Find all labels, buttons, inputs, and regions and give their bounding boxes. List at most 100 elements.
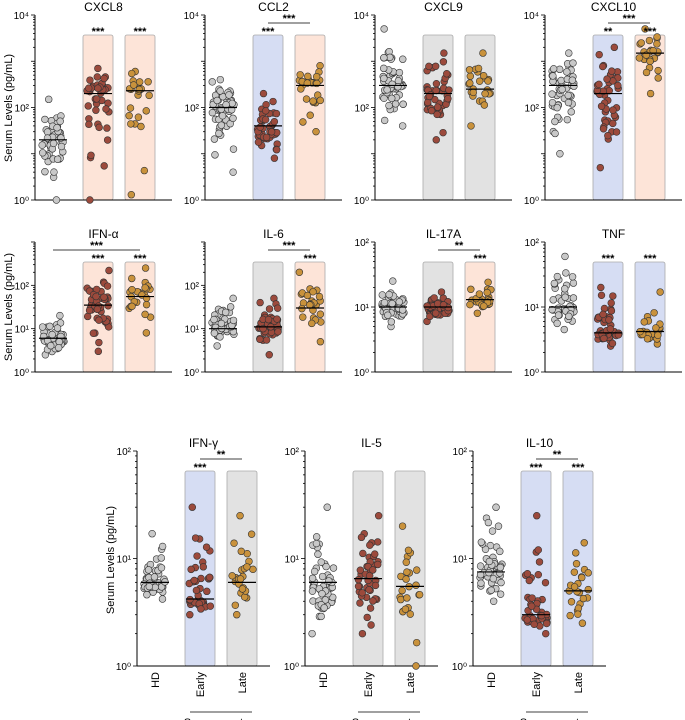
data-point-hd bbox=[384, 311, 392, 319]
tick-label: 10² bbox=[285, 447, 300, 458]
data-point-hd bbox=[567, 108, 575, 116]
data-point-early bbox=[85, 306, 94, 315]
data-point-hd bbox=[476, 562, 485, 570]
data-point-hd bbox=[387, 318, 396, 326]
data-point-early bbox=[431, 95, 439, 104]
data-point-hd bbox=[210, 315, 218, 324]
data-point-late bbox=[299, 118, 307, 126]
data-point-hd bbox=[318, 572, 327, 581]
data-point-hd bbox=[49, 139, 58, 148]
data-point-late bbox=[584, 569, 592, 577]
data-point-late bbox=[296, 71, 304, 79]
data-point-hd bbox=[308, 574, 317, 582]
data-point-late bbox=[141, 264, 150, 272]
data-point-hd bbox=[210, 135, 219, 143]
data-point-hd bbox=[43, 128, 52, 136]
data-point-early bbox=[259, 89, 268, 98]
data-point-early bbox=[605, 316, 613, 324]
data-point-late bbox=[303, 291, 312, 300]
data-point-late bbox=[467, 122, 475, 130]
data-point-hd bbox=[551, 117, 559, 126]
significance-label: *** bbox=[92, 253, 106, 265]
data-point-early bbox=[100, 74, 108, 83]
data-point-early bbox=[359, 549, 367, 558]
data-point-early bbox=[425, 62, 433, 71]
data-point-hd bbox=[485, 557, 494, 566]
tick-label: 10² bbox=[355, 238, 370, 249]
data-point-late bbox=[650, 309, 658, 317]
data-point-early bbox=[599, 125, 608, 133]
data-point-late bbox=[303, 79, 312, 87]
significance-label: *** bbox=[644, 253, 658, 265]
data-point-hd bbox=[215, 129, 223, 138]
data-point-hd bbox=[389, 277, 397, 285]
data-point-early bbox=[86, 196, 94, 204]
data-point-early bbox=[262, 133, 271, 142]
data-point-hd bbox=[46, 322, 54, 331]
data-point-late bbox=[475, 290, 484, 298]
data-point-early bbox=[354, 576, 363, 584]
tick-label: 10¹ bbox=[117, 555, 132, 566]
data-point-hd bbox=[217, 319, 226, 328]
data-point-hd bbox=[38, 149, 47, 157]
chart-title: CXCL10 bbox=[591, 0, 637, 14]
data-point-early bbox=[186, 611, 194, 619]
group-label-early: Early bbox=[195, 672, 207, 698]
chart-title: IL-6 bbox=[263, 227, 284, 241]
data-point-late bbox=[578, 573, 586, 582]
data-point-hd bbox=[323, 503, 331, 511]
data-point-late bbox=[584, 585, 592, 594]
data-point-hd bbox=[150, 573, 159, 581]
data-point-late bbox=[469, 88, 478, 97]
data-point-late bbox=[653, 40, 661, 48]
data-point-late bbox=[128, 285, 136, 294]
data-point-late bbox=[306, 301, 314, 309]
data-point-early bbox=[366, 541, 374, 549]
data-point-late bbox=[128, 302, 136, 311]
significance-label: *** bbox=[283, 13, 297, 25]
data-point-early bbox=[432, 80, 441, 88]
data-point-late bbox=[141, 310, 149, 319]
data-point-late bbox=[654, 331, 662, 339]
data-point-early bbox=[354, 582, 363, 591]
data-point-early bbox=[525, 576, 533, 585]
data-point-late bbox=[142, 294, 151, 302]
data-point-hd bbox=[213, 96, 221, 105]
data-point-hd bbox=[308, 587, 317, 595]
data-point-hd bbox=[228, 99, 236, 108]
data-point-hd bbox=[157, 564, 166, 572]
data-point-late bbox=[240, 593, 249, 601]
data-point-early bbox=[445, 86, 453, 94]
data-point-late bbox=[127, 191, 136, 199]
data-point-late bbox=[574, 610, 582, 618]
data-point-late bbox=[403, 594, 411, 602]
data-point-hd bbox=[385, 101, 393, 110]
tick-label: 10⁴ bbox=[14, 11, 29, 22]
chart-panel-cxcl8: CXCL8 10⁰ 10² 10⁴ *** *** bbox=[14, 0, 172, 207]
tick-label: 10² bbox=[185, 281, 200, 292]
chart-panel-il-6: IL-6 10⁰ 10¹ 10² *** *** bbox=[184, 227, 342, 379]
data-point-late bbox=[643, 335, 652, 343]
data-point-early bbox=[265, 305, 274, 313]
data-point-hd bbox=[549, 296, 557, 304]
data-point-hd bbox=[144, 566, 153, 574]
data-point-hd bbox=[563, 68, 571, 76]
data-point-early bbox=[272, 146, 281, 154]
data-point-hd bbox=[329, 564, 338, 572]
data-point-late bbox=[412, 581, 420, 589]
data-point-hd bbox=[225, 91, 233, 99]
data-point-late bbox=[570, 568, 579, 576]
data-point-hd bbox=[564, 98, 573, 107]
data-point-late bbox=[136, 78, 144, 86]
significance-label: ** bbox=[553, 449, 562, 461]
data-point-early bbox=[371, 550, 379, 558]
data-point-hd bbox=[229, 114, 237, 123]
data-point-late bbox=[134, 113, 143, 121]
data-point-late bbox=[466, 79, 474, 87]
data-point-late bbox=[247, 530, 256, 538]
data-point-early bbox=[595, 80, 603, 89]
data-point-late bbox=[641, 25, 649, 33]
data-point-early bbox=[609, 119, 617, 128]
data-point-early bbox=[85, 84, 93, 92]
shaded-box-late bbox=[394, 470, 426, 667]
